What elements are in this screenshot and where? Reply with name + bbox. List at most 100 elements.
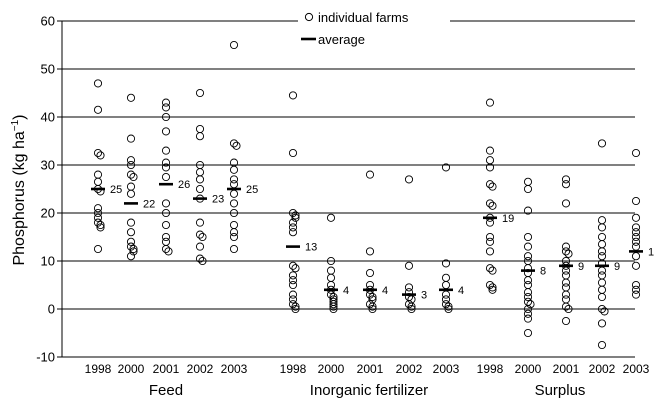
farm-point	[488, 201, 497, 210]
farm-point	[561, 316, 571, 326]
farm-point	[195, 88, 205, 98]
farm-point	[195, 124, 205, 134]
farm-point	[161, 172, 171, 182]
farm-point	[485, 218, 495, 227]
farm-point	[195, 175, 205, 184]
farm-point	[523, 177, 533, 186]
farm-point	[597, 216, 607, 225]
farm-point	[96, 223, 105, 232]
farm-point	[444, 304, 453, 314]
farm-point	[126, 156, 136, 165]
y-tick-label: 30	[41, 158, 55, 173]
x-tick-labels: 1998 2000 2001 2002 2003 1998 2000 2001 2002 2003…	[85, 362, 650, 376]
farm-point	[229, 139, 239, 148]
average-value-label: 9	[578, 261, 584, 273]
farm-point	[368, 302, 377, 311]
farm-point	[561, 283, 571, 292]
average-value-label: 25	[110, 184, 122, 196]
group-labels: Feed Inorganic fertilizer Surplus	[149, 382, 586, 399]
farm-point	[488, 266, 497, 275]
average-value-label: 4	[458, 285, 464, 297]
farm-point	[93, 177, 103, 186]
average-value-label: 26	[178, 179, 190, 191]
farm-point	[288, 280, 298, 290]
farm-point	[526, 300, 535, 309]
farm-point	[407, 304, 416, 314]
average-value-label: 8	[540, 266, 546, 278]
farm-point	[441, 259, 451, 268]
farm-point	[126, 134, 136, 143]
farm-point	[126, 170, 136, 179]
farm-point	[561, 290, 571, 299]
farm-point	[161, 208, 171, 218]
y-tick-label: -10	[36, 350, 55, 365]
farm-point	[229, 244, 239, 254]
farm-point	[597, 278, 607, 287]
y-tick-label: 20	[41, 206, 55, 221]
y-tick-labels: -10 0 10 20 30 40 50 60	[36, 14, 55, 365]
farm-point	[326, 256, 336, 266]
farm-point	[631, 290, 641, 299]
farm-point	[288, 223, 298, 232]
farm-point	[631, 261, 641, 270]
farm-point	[631, 285, 641, 294]
x-tick-label: 2003	[221, 362, 248, 376]
farm-point	[485, 280, 495, 290]
farm-point	[93, 148, 103, 158]
farm-point	[126, 93, 136, 102]
farm-point	[93, 208, 103, 218]
farm-point	[631, 237, 641, 246]
farm-point	[288, 276, 298, 285]
farm-point	[329, 304, 338, 314]
farm-point	[523, 232, 533, 242]
farm-point	[485, 180, 495, 189]
farm-point	[404, 175, 414, 184]
farm-point	[631, 213, 641, 222]
farm-point	[288, 208, 298, 218]
farm-point	[93, 170, 103, 179]
farm-point	[126, 160, 136, 170]
farm-point	[161, 237, 171, 246]
data-points	[93, 40, 641, 350]
gridlines	[62, 20, 635, 310]
farm-point	[326, 213, 336, 222]
farm-point	[129, 247, 138, 256]
average-value-label: 4	[382, 285, 388, 297]
farm-point	[564, 304, 573, 314]
farm-point	[129, 244, 138, 254]
farm-point	[229, 208, 239, 218]
farm-point	[485, 146, 495, 155]
legend-background	[298, 4, 450, 52]
y-tick-label: 10	[41, 254, 55, 269]
farm-point	[441, 163, 451, 172]
farm-point	[291, 213, 300, 222]
farm-point	[404, 300, 414, 309]
farm-point	[229, 220, 239, 230]
farm-point	[523, 328, 533, 338]
farm-point	[126, 252, 136, 261]
farm-point	[441, 280, 451, 290]
farm-point	[365, 247, 375, 256]
farm-point	[523, 184, 533, 194]
farm-point	[631, 148, 641, 158]
farm-point	[485, 264, 495, 273]
farm-point	[597, 292, 607, 302]
farm-point	[631, 280, 641, 290]
average-value-label: 25	[246, 184, 258, 196]
farm-point	[488, 283, 497, 292]
farm-point	[404, 283, 414, 292]
y-tick-label: 0	[48, 302, 55, 317]
average-value-label: 4	[343, 285, 349, 297]
farm-point	[288, 271, 298, 280]
farm-point	[229, 189, 239, 198]
x-tick-label: 2000	[318, 362, 345, 376]
farm-point	[229, 228, 239, 237]
farm-point	[523, 280, 533, 290]
farm-point	[600, 307, 609, 316]
y-tick-label: 40	[41, 110, 55, 125]
farm-point	[597, 247, 607, 256]
farm-point	[164, 247, 173, 256]
farm-point	[126, 182, 136, 191]
farm-point	[404, 261, 414, 270]
